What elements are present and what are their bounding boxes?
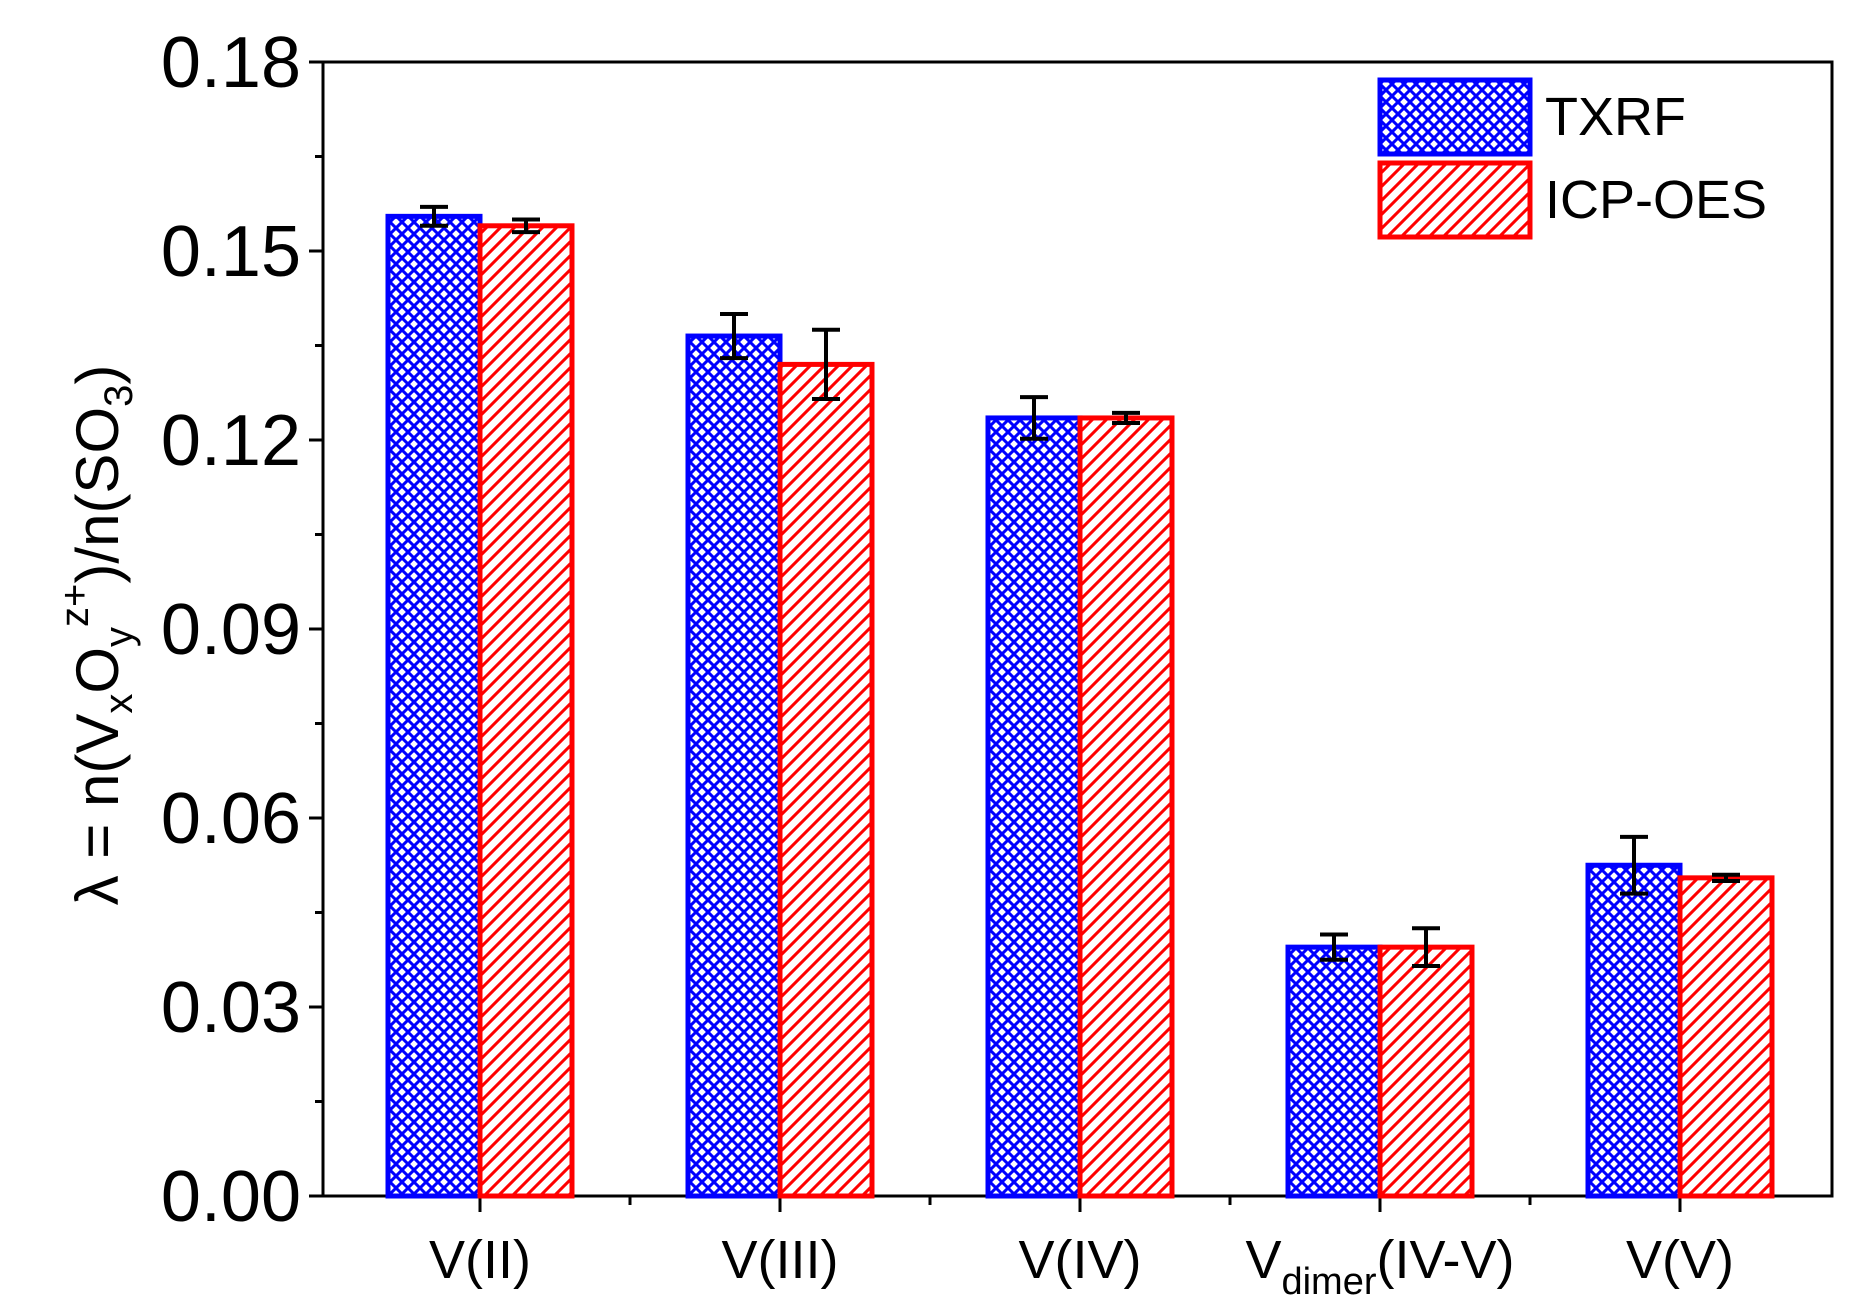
- y-tick-label: 0.06: [161, 779, 301, 859]
- error-bar: [1620, 834, 1648, 896]
- x-tick-label-after: (IV-V): [1377, 1230, 1515, 1290]
- error-bar: [720, 312, 748, 361]
- y-label-sub-y: y: [97, 627, 141, 647]
- x-tick-label-main: V(II): [429, 1230, 531, 1290]
- error-bar: [420, 204, 448, 228]
- y-label-eq: = n(V: [64, 714, 131, 876]
- bar-txrf: [685, 333, 783, 1199]
- bar-icp-oes: [477, 223, 575, 1199]
- y-tick-label: 0.15: [161, 212, 301, 292]
- x-axis: V(II) V(III) V(IV) Vdimer(IV-V) V(V): [429, 1196, 1734, 1303]
- x-tick-label: V(III): [722, 1230, 839, 1290]
- bar-icp-oes: [1677, 875, 1775, 1199]
- y-label-lambda: λ: [64, 875, 131, 905]
- y-axis: 0.00 0.03 0.06 0.09 0.12 0.15 0.18: [161, 23, 323, 1237]
- bars-group: [385, 213, 1775, 1199]
- legend-label-txrf: TXRF: [1545, 87, 1686, 147]
- error-bar: [1112, 410, 1140, 425]
- legend-label-icp-oes: ICP-OES: [1545, 170, 1767, 230]
- y-tick-label: 0.03: [161, 968, 301, 1048]
- x-tick-label-main: V(V): [1626, 1230, 1734, 1290]
- x-tick-label-main: V(IV): [1018, 1230, 1141, 1290]
- x-tick-label: V(II): [429, 1230, 531, 1290]
- error-bar: [1712, 872, 1740, 883]
- x-tick-label: Vdimer(IV-V): [1245, 1230, 1514, 1303]
- y-label-sub-x: x: [97, 694, 141, 714]
- legend: TXRF ICP-OES: [1377, 77, 1767, 240]
- error-bars-group: [420, 204, 1740, 969]
- y-label-end: ): [64, 365, 131, 385]
- y-label-sup-z: z+: [53, 584, 97, 627]
- error-bar: [1412, 926, 1440, 969]
- x-tick-label: V(V): [1626, 1230, 1734, 1290]
- x-tick-label: V(IV): [1018, 1230, 1141, 1290]
- y-tick-label: 0.12: [161, 401, 301, 481]
- bar-icp-oes: [1377, 944, 1475, 1199]
- bar-txrf: [1285, 944, 1383, 1199]
- y-label-sub-3: 3: [97, 385, 141, 407]
- bar-icp-oes: [1077, 415, 1175, 1199]
- legend-swatch-txrf: [1377, 77, 1533, 157]
- bar-icp-oes: [777, 361, 875, 1199]
- error-bar: [812, 327, 840, 402]
- legend-swatch-icp-oes: [1377, 160, 1533, 240]
- error-bar: [1020, 395, 1048, 441]
- y-label-close: )/n(SO: [64, 407, 131, 584]
- y-tick-label: 0.09: [161, 590, 301, 670]
- error-bar: [512, 217, 540, 235]
- error-bar: [1320, 932, 1348, 962]
- bar-txrf: [985, 415, 1083, 1199]
- x-tick-label-main: V(III): [722, 1230, 839, 1290]
- y-label-o: O: [64, 647, 131, 694]
- bar-txrf: [1585, 862, 1683, 1199]
- y-tick-label: 0.18: [161, 23, 301, 103]
- y-tick-label: 0.00: [161, 1157, 301, 1237]
- x-tick-label-main: V: [1245, 1230, 1281, 1290]
- bar-txrf: [385, 213, 483, 1199]
- y-axis-label: λ = n(VxOyz+)/n(SO3): [53, 365, 141, 906]
- x-tick-label-sub: dimer: [1281, 1261, 1376, 1303]
